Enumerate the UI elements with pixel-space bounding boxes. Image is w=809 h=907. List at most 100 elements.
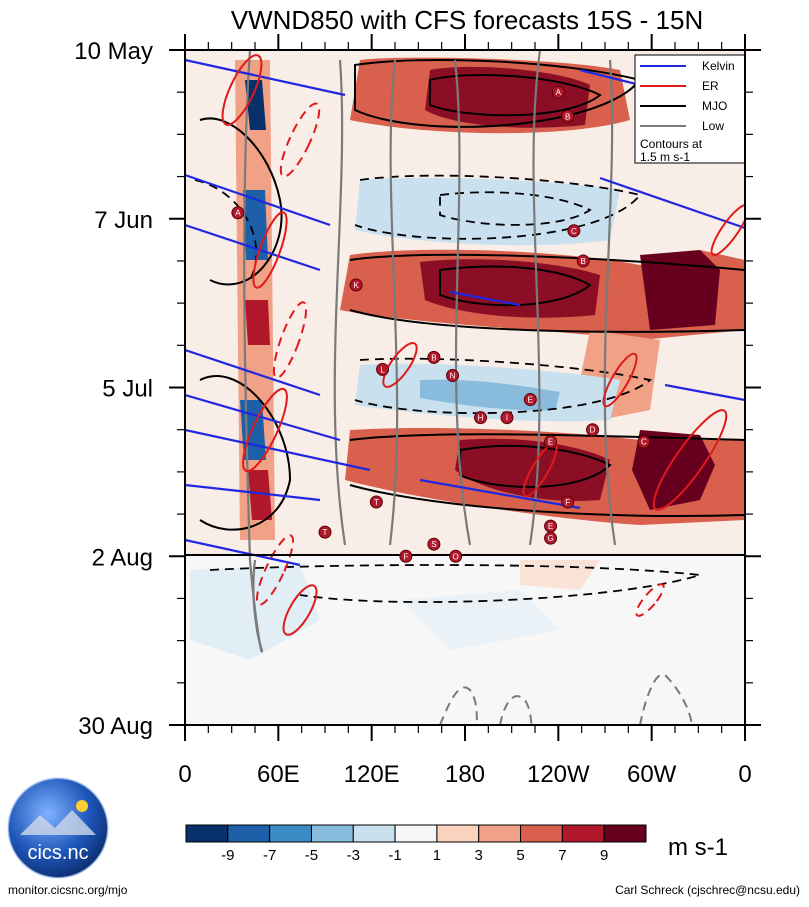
forecast-shading-2 [400, 590, 560, 650]
low-contour-negative-1 [439, 686, 479, 725]
positive-anomaly-core-2 [420, 259, 600, 318]
legend-label: ER [702, 79, 719, 93]
kelvin-contour-10 [449, 290, 521, 307]
logo-sun-icon [76, 800, 88, 812]
colorbar-label: 5 [516, 847, 524, 864]
tc-marker: F [561, 495, 575, 509]
kelvin-contour-3 [185, 223, 321, 272]
mjo-contour-negative-3 [354, 357, 653, 414]
tc-marker-letter: C [641, 438, 647, 447]
colorbar-swatch [269, 824, 312, 843]
negative-anomaly-band-1 [355, 178, 620, 246]
footer-credit: Carl Schreck (cjschrec@ncsu.edu) [615, 883, 800, 897]
x-tick-label: 0 [178, 761, 191, 788]
kelvin-contour-7 [185, 483, 321, 502]
kelvin-contour-11 [599, 176, 745, 230]
kelvin-contour-13 [579, 68, 641, 87]
tc-marker-symbol [376, 362, 390, 376]
colorbar-swatch [520, 824, 563, 843]
tc-marker-letter: C [571, 227, 577, 236]
tc-marker: C [567, 224, 581, 238]
er-contour-9 [602, 352, 638, 408]
colorbar-swatch [352, 824, 396, 843]
tc-marker-letter: T [323, 528, 328, 537]
tc-marker-symbol [576, 254, 590, 268]
low-contour-negative-3 [639, 673, 693, 725]
tc-marker-symbol [567, 224, 581, 238]
mjo-contour-positive-3 [349, 253, 745, 333]
contour-layer [185, 50, 745, 725]
tc-markers: A B A C B K B L N E H I D E C T F E T G S F O [231, 85, 651, 563]
chart-title: VWND850 with CFS forecasts 15S - 15N [231, 5, 704, 35]
tc-marker: C [637, 435, 651, 449]
legend: Kelvin ER MJO Low Contours at 1.5 m s-1 [634, 54, 746, 164]
low-contour-3 [388, 59, 399, 546]
tc-marker-symbol [544, 531, 558, 545]
kelvin-contour-5 [185, 393, 341, 442]
tc-marker-letter: D [590, 426, 596, 435]
kelvin-contour-12 [664, 383, 745, 402]
tc-marker-letter: H [478, 414, 484, 423]
y-tick-label: 2 Aug [92, 544, 153, 571]
legend-note-line-1: Contours at [640, 137, 703, 151]
tc-marker: E [523, 393, 537, 407]
tc-marker: B [427, 350, 441, 364]
tc-marker-symbol [427, 350, 441, 364]
tc-marker: B [561, 109, 575, 123]
tc-marker-letter: S [431, 540, 436, 549]
colorbar-swatch [227, 824, 271, 843]
legend-entries: Kelvin ER MJO Low [640, 59, 735, 133]
tc-marker: D [586, 423, 600, 437]
tc-marker-letter: F [565, 498, 570, 507]
tc-marker: G [544, 531, 558, 545]
er-contour-5 [382, 342, 418, 388]
y-axis: 10 May 7 Jun 5 Jul 2 Aug 30 Aug [74, 38, 761, 740]
y-tick-label: 30 Aug [78, 713, 153, 740]
low-contour-7 [252, 559, 264, 651]
tc-marker-symbol [544, 435, 558, 449]
x-tick-label: 120W [527, 761, 590, 788]
indian-ocean-positive-2 [248, 470, 272, 520]
er-contour-3 [242, 387, 288, 473]
colorbar-label: -1 [388, 847, 401, 864]
legend-label: Kelvin [702, 59, 735, 73]
y-tick-label: 7 Jun [94, 207, 153, 234]
x-tick-label: 120E [344, 761, 400, 788]
er-contour-negative-3 [255, 534, 295, 606]
legend-label: MJO [702, 99, 727, 113]
logo-ring [7, 777, 109, 879]
mjo-contour-negative-indian [194, 179, 258, 281]
tc-marker: B [576, 254, 590, 268]
logo-mountains-icon [20, 810, 96, 835]
colorbar-label: -7 [263, 847, 276, 864]
tc-marker-symbol [399, 549, 413, 563]
tc-marker: K [349, 278, 363, 292]
tc-marker-letter: B [581, 257, 586, 266]
x-tick-label: 60E [257, 761, 300, 788]
tc-marker-symbol [231, 206, 245, 220]
colorbar-swatch [436, 824, 480, 843]
mjo-contour-positive-2 [429, 74, 602, 117]
kelvin-contour-8 [185, 538, 301, 567]
tc-marker: F [399, 549, 413, 563]
kelvin-contour-6 [185, 428, 371, 472]
positive-anomaly-core-3 [640, 250, 720, 330]
colorbar-label: 1 [433, 847, 441, 864]
colorbar-label: -5 [305, 847, 318, 864]
tc-marker: A [551, 85, 565, 99]
colorbar-units: m s-1 [668, 834, 728, 861]
low-contour-negative-2 [499, 695, 533, 725]
kelvin-contour-9 [419, 478, 581, 510]
low-contour-2 [333, 59, 347, 546]
mjo-contour-positive-4 [439, 265, 592, 307]
tc-marker-symbol [637, 435, 651, 449]
er-contour-8 [710, 204, 745, 256]
legend-box [634, 54, 746, 164]
tc-marker-letter: L [380, 365, 385, 374]
tc-marker-symbol [500, 411, 514, 425]
kelvin-contours [185, 58, 745, 567]
colorbar-label: 9 [600, 847, 608, 864]
indian-ocean-negative-1 [245, 80, 266, 130]
positive-anomaly-core-4 [455, 438, 610, 501]
